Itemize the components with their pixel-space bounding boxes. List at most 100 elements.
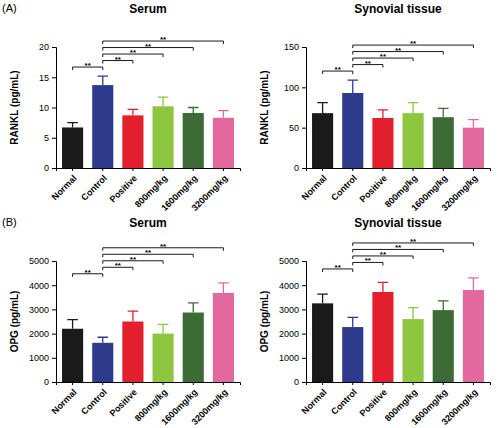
y-tick-mark — [52, 334, 56, 335]
x-tick-mark — [193, 382, 194, 385]
error-bar — [347, 80, 358, 93]
error-bar — [158, 97, 169, 106]
error-bar — [438, 301, 449, 310]
x-tick: 3200mg/kg — [440, 382, 480, 427]
error-bar — [218, 283, 229, 293]
y-axis-title: RANKL (pg/mL) — [9, 70, 20, 144]
error-bar — [468, 278, 479, 290]
x-tick-mark — [193, 168, 194, 171]
significance-label: ** — [410, 237, 417, 246]
y-tick-label: 2000 — [279, 329, 299, 339]
y-tick: 2000 — [279, 329, 306, 339]
y-tick: 3000 — [29, 305, 56, 315]
significance-label: ** — [380, 250, 387, 259]
y-tick: 100 — [284, 83, 306, 93]
y-tick: 0 — [294, 163, 306, 173]
x-tick-mark — [443, 382, 444, 385]
figure: (A)Serum05101520RANKL (pg/mL)NormalContr… — [0, 0, 500, 428]
y-tick-label: 20 — [39, 42, 49, 52]
significance-label: ** — [410, 39, 417, 48]
x-axis-line — [307, 169, 491, 172]
x-tick-label: Normal — [50, 173, 79, 202]
x-tick-label: Normal — [50, 387, 79, 416]
x-tick: 3200mg/kg — [440, 168, 480, 213]
x-tick: Normal — [300, 382, 329, 416]
significance-label: ** — [130, 255, 137, 264]
x-tick-mark — [163, 382, 164, 385]
error-bar — [408, 308, 419, 319]
significance-label: ** — [115, 261, 122, 270]
significance-label: ** — [115, 55, 122, 64]
x-tick-label: Control — [79, 387, 109, 417]
x-tick: 3200mg/kg — [190, 382, 230, 427]
x-tick-mark — [223, 168, 224, 171]
significance-label: ** — [335, 65, 342, 74]
y-tick-label: 0 — [44, 377, 49, 387]
significance-label: ** — [395, 46, 402, 55]
bar — [312, 113, 333, 168]
y-axis: 050100150 — [284, 42, 307, 173]
y-tick-mark — [52, 47, 56, 48]
y-tick-mark — [302, 128, 306, 129]
y-tick-label: 0 — [294, 377, 299, 387]
x-tick-mark — [473, 382, 474, 385]
x-axis: NormalControlPositive800mg/kg1600mg/kg32… — [300, 382, 491, 427]
y-tick-mark — [302, 309, 306, 310]
y-tick-mark — [52, 77, 56, 78]
bar — [403, 319, 424, 382]
x-tick-mark — [352, 168, 353, 171]
bar — [122, 115, 143, 168]
chart-title: Serum — [129, 2, 166, 16]
error-bar — [97, 76, 108, 85]
x-axis: NormalControlPositive800mg/kg1600mg/kg32… — [50, 382, 241, 427]
significance-label: ** — [365, 59, 372, 68]
significance-label: ** — [365, 256, 372, 265]
x-axis-line — [57, 169, 241, 172]
x-tick: Positive — [108, 382, 139, 419]
error-bar — [317, 294, 328, 303]
x-tick-mark — [322, 168, 323, 171]
bar — [153, 106, 174, 168]
y-tick: 50 — [289, 123, 306, 133]
y-tick-mark — [52, 382, 56, 383]
x-tick-mark — [102, 168, 103, 171]
x-tick-mark — [163, 168, 164, 171]
bar — [403, 113, 424, 168]
x-tick-label: Control — [329, 173, 359, 203]
x-tick-label: 3200mg/kg — [440, 387, 480, 427]
significance-label: ** — [395, 243, 402, 252]
y-tick: 0 — [44, 163, 56, 173]
y-tick-mark — [52, 108, 56, 109]
y-tick-mark — [52, 358, 56, 359]
y-axis: 05101520 — [39, 42, 57, 173]
significance-label: ** — [160, 35, 167, 44]
bar — [433, 310, 454, 382]
y-tick-mark — [302, 334, 306, 335]
panel: (A)Serum05101520RANKL (pg/mL)NormalContr… — [2, 2, 241, 213]
plot: 010002000300040005000OPG (pg/mL)NormalCo… — [259, 237, 491, 427]
panel: (B)Serum010002000300040005000OPG (pg/mL)… — [2, 216, 241, 427]
marks — [62, 76, 234, 168]
error-bar — [128, 109, 139, 115]
x-tick: Positive — [108, 168, 139, 205]
y-tick-mark — [52, 309, 56, 310]
plot: 010002000300040005000OPG (pg/mL)NormalCo… — [9, 242, 241, 427]
y-tick: 20 — [39, 42, 56, 52]
marks — [62, 283, 234, 382]
x-axis-line — [307, 383, 491, 386]
x-tick: Normal — [300, 168, 329, 202]
x-tick-label: Control — [79, 173, 109, 203]
bar — [122, 322, 143, 383]
x-tick: Control — [329, 168, 359, 203]
y-axis-title: OPG (pg/mL) — [259, 291, 270, 353]
x-tick-label: 3200mg/kg — [190, 173, 230, 213]
significance-label: ** — [160, 242, 167, 251]
bar — [92, 343, 113, 382]
x-tick: 3200mg/kg — [190, 168, 230, 213]
x-tick-label: Normal — [300, 387, 329, 416]
x-tick-mark — [413, 168, 414, 171]
x-tick-mark — [382, 168, 383, 171]
x-tick-mark — [382, 382, 383, 385]
y-tick: 5000 — [29, 256, 56, 266]
y-tick-label: 3000 — [279, 305, 299, 315]
